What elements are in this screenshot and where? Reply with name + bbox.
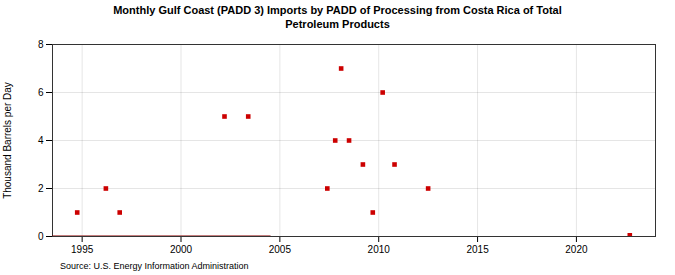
svg-text:2000: 2000 bbox=[170, 243, 193, 254]
svg-text:2015: 2015 bbox=[466, 243, 489, 254]
svg-text:2020: 2020 bbox=[565, 243, 588, 254]
svg-text:2005: 2005 bbox=[269, 243, 292, 254]
html-text:Source: U.S. Energy Informatio: Source: U.S. Energy Information Administ… bbox=[60, 260, 249, 271]
svg-text:2: 2 bbox=[38, 182, 44, 193]
svg-text:8: 8 bbox=[38, 38, 44, 49]
svg-text:4: 4 bbox=[38, 134, 44, 145]
svg-text:6: 6 bbox=[38, 86, 44, 97]
svg-text:1995: 1995 bbox=[71, 243, 94, 254]
svg-text:0: 0 bbox=[38, 230, 44, 241]
svg-text:2010: 2010 bbox=[368, 243, 391, 254]
html-text:Monthly Gulf Coast (PADD 3) Im: Monthly Gulf Coast (PADD 3) Imports by P… bbox=[113, 4, 562, 31]
svg-text:Thousand Barrels per Day: Thousand Barrels per Day bbox=[2, 82, 13, 199]
